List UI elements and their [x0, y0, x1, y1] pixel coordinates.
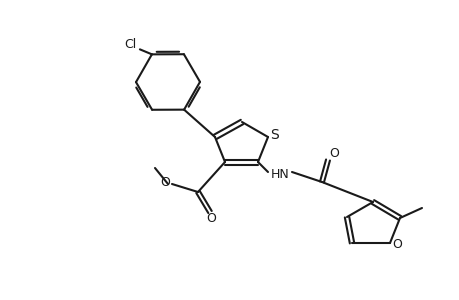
Text: S: S	[270, 128, 279, 142]
Text: O: O	[391, 238, 401, 250]
Text: O: O	[328, 146, 338, 160]
Text: O: O	[160, 176, 169, 188]
Text: O: O	[206, 212, 215, 226]
Text: HN: HN	[270, 169, 289, 182]
Text: Cl: Cl	[123, 38, 136, 51]
